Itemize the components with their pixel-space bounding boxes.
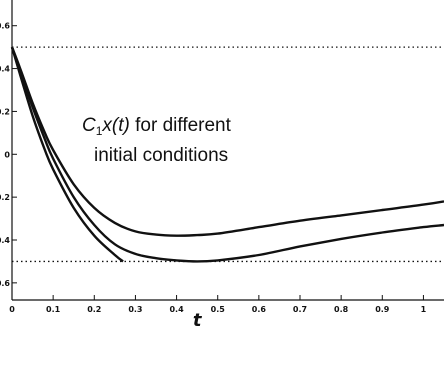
x-tick-label: 0.6	[252, 305, 267, 314]
curves	[10, 46, 444, 263]
x-tick-label: 0.9	[375, 305, 390, 314]
axes	[11, 0, 444, 301]
x-tick-label: 0	[9, 305, 15, 314]
y-tick-label: 0	[4, 150, 10, 159]
annotation-subscript: 1	[96, 124, 103, 138]
x-tick-label: 1	[421, 305, 427, 314]
bound-lines	[12, 46, 444, 263]
y-tick-label: -0.6	[0, 279, 10, 288]
annotation-expression: x(t)	[101, 115, 129, 136]
curve-2	[10, 46, 444, 263]
curve-1	[10, 46, 444, 237]
y-tick-label: 0.4	[0, 65, 10, 74]
curve-3	[10, 46, 124, 263]
annotation-rest: for different	[130, 115, 232, 136]
y-tick-label: 0.2	[0, 107, 10, 116]
x-tick-label: 0.8	[334, 305, 349, 314]
annotation-line-1: C1x(t) for different	[82, 115, 232, 138]
annotation-line-2: initial conditions	[94, 145, 228, 166]
annotation-c: C	[82, 115, 96, 136]
x-tick-label: 0.3	[128, 305, 142, 314]
y-tick-label: -0.2	[0, 193, 10, 202]
x-tick-label: 0.4	[169, 305, 184, 314]
y-tick-label: 0.6	[0, 22, 10, 31]
x-tick-label: 0.1	[46, 305, 61, 314]
y-tick-label: -0.4	[0, 236, 10, 245]
ticks: 0 0.1 0.2 0.3 0.4 0.5 0.6 0.7 0.8 0.9 1 -0.6 -0.4 -0.…	[0, 22, 427, 314]
x-tick-label: 0.7	[293, 305, 307, 314]
x-tick-label: 0.5	[211, 305, 226, 314]
x-axis-label: t	[193, 310, 203, 331]
x-tick-label: 0.2	[87, 305, 101, 314]
